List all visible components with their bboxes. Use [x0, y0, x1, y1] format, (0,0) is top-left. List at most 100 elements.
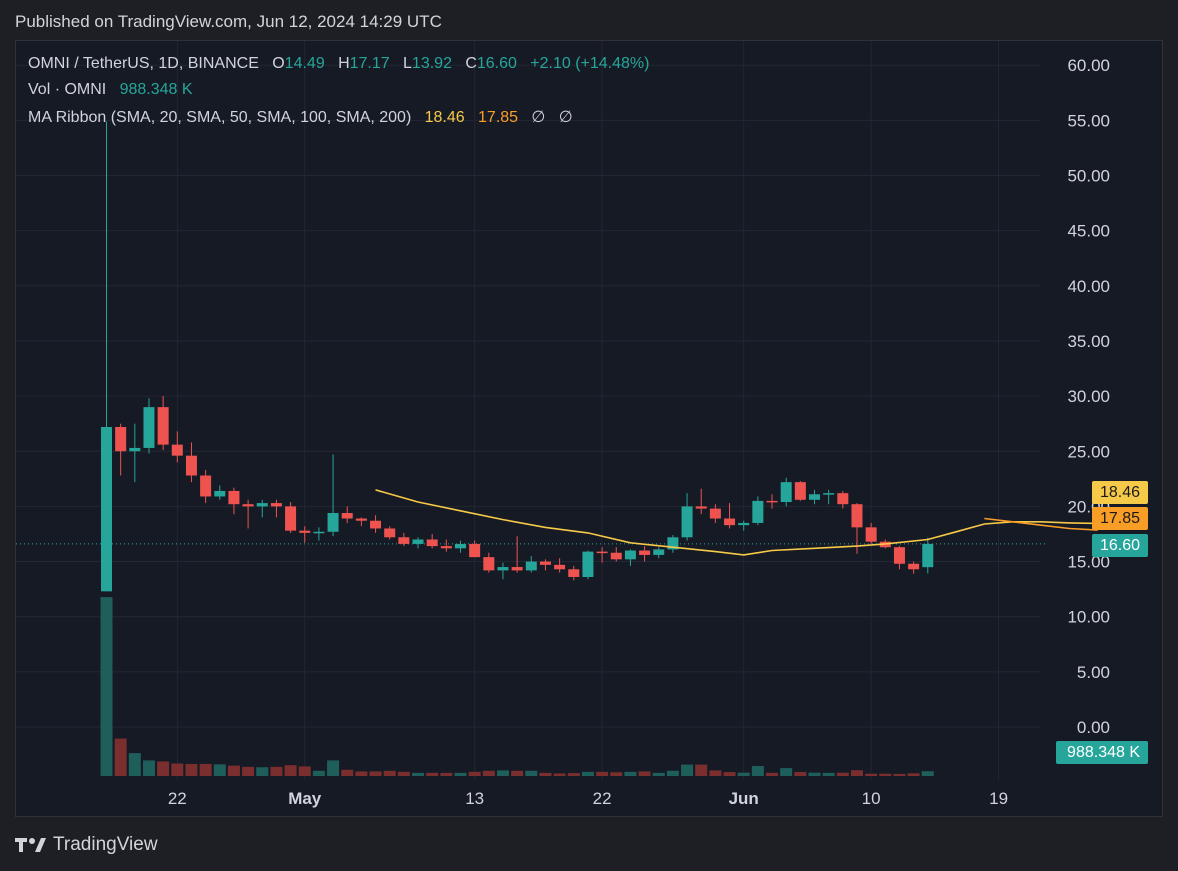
legend-open: 14.49: [284, 55, 325, 72]
y-tick-label: 45.00: [1067, 222, 1110, 241]
volume-bar: [921, 771, 934, 776]
volume-bar: [426, 772, 439, 776]
volume-bar: [652, 772, 665, 776]
volume-bar: [284, 765, 297, 776]
legend-volume: 988.348 K: [119, 81, 193, 98]
candle-body: [171, 444, 183, 456]
candle-body: [709, 508, 721, 519]
x-tick-label: 22: [593, 789, 612, 808]
x-tick-label: 13: [465, 789, 484, 808]
candle-body: [766, 500, 778, 503]
candle-body: [780, 482, 792, 502]
footer-brand: TradingView: [53, 834, 158, 855]
legend-volume-label[interactable]: Vol · OMNI: [28, 81, 107, 98]
candle-body: [554, 564, 566, 570]
candle-body: [681, 506, 693, 538]
volume-bar: [454, 772, 467, 776]
candle-body: [143, 407, 155, 448]
volume-bar: [341, 769, 354, 776]
tradingview-logo-icon: [15, 838, 46, 852]
candle-body: [455, 543, 466, 549]
volume-bar: [567, 773, 580, 776]
volume-bar: [794, 772, 807, 776]
tradingview-footer[interactable]: TradingView: [15, 834, 158, 856]
candle-body: [270, 503, 282, 507]
candle-body: [469, 543, 481, 558]
candle-body: [568, 569, 580, 577]
legend-ma-label[interactable]: MA Ribbon (SMA, 20, SMA, 50, SMA, 100, S…: [28, 109, 412, 126]
legend-symbol[interactable]: OMNI / TetherUS, 1D, BINANCE: [28, 55, 259, 72]
chart-pane[interactable]: [15, 40, 1163, 817]
legend-high: 17.17: [349, 55, 390, 72]
y-tick-label: 30.00: [1067, 387, 1110, 406]
volume-bar: [822, 772, 835, 776]
volume-bar: [213, 764, 226, 776]
candle-body: [341, 513, 353, 519]
volume-bar: [256, 767, 269, 776]
candle-body: [398, 537, 410, 544]
volume-bar: [440, 772, 453, 776]
candle-body: [497, 567, 509, 571]
y-tick-label: 5.00: [1077, 663, 1110, 682]
candle-body: [610, 552, 622, 560]
volume-bar: [638, 771, 651, 776]
volume-bar: [369, 771, 382, 776]
volume-bar: [780, 768, 793, 776]
candle-body: [525, 561, 537, 571]
volume-bar: [850, 770, 863, 776]
candle-body: [511, 567, 523, 571]
volume-bar: [737, 772, 750, 776]
legend-close-label: C: [465, 55, 477, 72]
candle-body: [228, 490, 240, 505]
volume-bar: [199, 763, 212, 776]
candle-body: [299, 530, 311, 533]
candle-body: [837, 493, 849, 505]
candle-body: [738, 522, 750, 526]
volume-bar: [270, 766, 283, 776]
ma50-line: [984, 517, 1098, 531]
volume-bar: [695, 764, 708, 776]
legend-volume-row: Vol · OMNI 988.348 K: [28, 81, 193, 99]
volume-bar: [298, 766, 311, 776]
volume-bar: [171, 763, 184, 776]
ma1-price-tag: 18.46: [1091, 481, 1148, 504]
legend-ma4-empty-icon: ∅: [558, 109, 573, 126]
legend-low-label: L: [403, 55, 412, 72]
legend-high-label: H: [338, 55, 350, 72]
volume-bar: [539, 772, 552, 776]
volume-bar: [100, 597, 113, 776]
volume-bar: [312, 770, 325, 776]
candle-body: [596, 551, 608, 554]
candle-body: [370, 520, 382, 529]
candle-body: [327, 513, 339, 532]
volume-bar: [836, 772, 849, 776]
candle-body: [355, 518, 367, 521]
legend-ma1: 18.46: [424, 109, 465, 126]
candle-body: [242, 504, 254, 507]
candle-body: [483, 557, 495, 571]
volume-bar: [327, 760, 340, 776]
volume-bar: [482, 770, 495, 776]
volume-bar: [865, 773, 878, 776]
legend-close: 16.60: [476, 55, 517, 72]
y-tick-label: 55.00: [1067, 111, 1110, 130]
y-tick-label: 40.00: [1067, 277, 1110, 296]
y-tick-label: 35.00: [1067, 332, 1110, 351]
candle-body: [313, 531, 325, 534]
volume-bar: [709, 770, 722, 776]
volume-bar: [185, 763, 198, 776]
last-price-tag: 16.60: [1091, 534, 1148, 557]
volume-bar: [624, 771, 637, 776]
candle-body: [129, 447, 141, 452]
volume-bar: [397, 771, 410, 776]
candle-body: [624, 550, 636, 560]
volume-bar: [142, 760, 155, 776]
candle-body: [412, 539, 424, 544]
volume-bar: [666, 770, 679, 776]
candle-body: [256, 503, 268, 507]
y-tick-label: 15.00: [1067, 553, 1110, 572]
y-tick-label: 60.00: [1067, 56, 1110, 75]
legend-symbol-row: OMNI / TetherUS, 1D, BINANCE O14.49 H17.…: [28, 55, 649, 73]
legend-ma-row: MA Ribbon (SMA, 20, SMA, 50, SMA, 100, S…: [28, 107, 573, 127]
